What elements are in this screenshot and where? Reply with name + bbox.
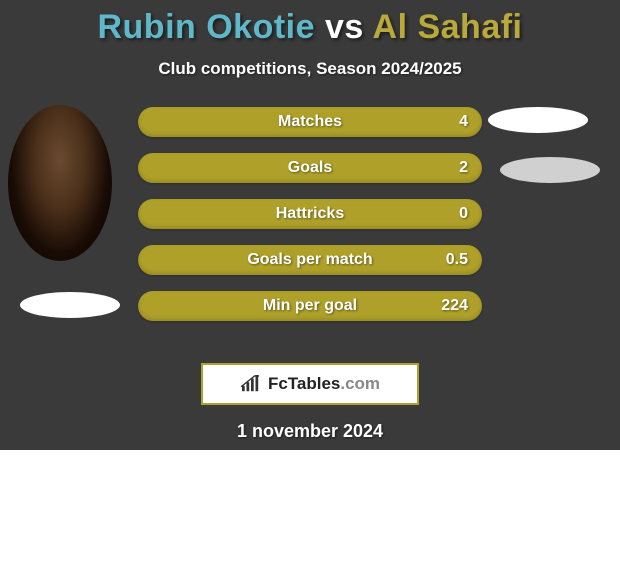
subtitle: Club competitions, Season 2024/2025	[0, 59, 620, 79]
stat-value: 4	[459, 113, 468, 131]
stat-value: 2	[459, 159, 468, 177]
stat-value: 0	[459, 205, 468, 223]
content-area: Matches 4 Goals 2 Hattricks 0 Goals per …	[0, 107, 620, 357]
stat-value: 0.5	[446, 251, 468, 269]
logo-brand: FcTables	[268, 374, 340, 393]
stats-bars: Matches 4 Goals 2 Hattricks 0 Goals per …	[138, 107, 482, 337]
stat-bar-matches: Matches 4	[138, 107, 482, 137]
player1-name: Rubin Okotie	[97, 8, 315, 46]
stat-bar-min-per-goal: Min per goal 224	[138, 291, 482, 321]
player1-avatar	[8, 105, 112, 261]
stat-value: 224	[441, 297, 468, 315]
stat-label: Matches	[278, 113, 342, 131]
decorative-pill-right-1	[488, 107, 588, 133]
source-logo-box: FcTables.com	[201, 363, 419, 405]
source-logo-text: FcTables.com	[268, 374, 380, 394]
stat-label: Hattricks	[276, 205, 344, 223]
stat-label: Min per goal	[263, 297, 357, 315]
logo-domain: .com	[340, 374, 380, 393]
stat-bar-hattricks: Hattricks 0	[138, 199, 482, 229]
barchart-icon	[240, 375, 262, 393]
snapshot-date: 1 november 2024	[0, 421, 620, 442]
stat-label: Goals per match	[247, 251, 372, 269]
decorative-pill-left	[20, 292, 120, 318]
stat-bar-goals-per-match: Goals per match 0.5	[138, 245, 482, 275]
page-title: Rubin Okotie vs Al Sahafi	[0, 8, 620, 47]
decorative-pill-right-2	[500, 157, 600, 183]
player2-name: Al Sahafi	[373, 8, 523, 46]
vs-separator: vs	[325, 8, 364, 46]
stat-label: Goals	[288, 159, 332, 177]
comparison-card: Rubin Okotie vs Al Sahafi Club competiti…	[0, 0, 620, 450]
stat-bar-goals: Goals 2	[138, 153, 482, 183]
